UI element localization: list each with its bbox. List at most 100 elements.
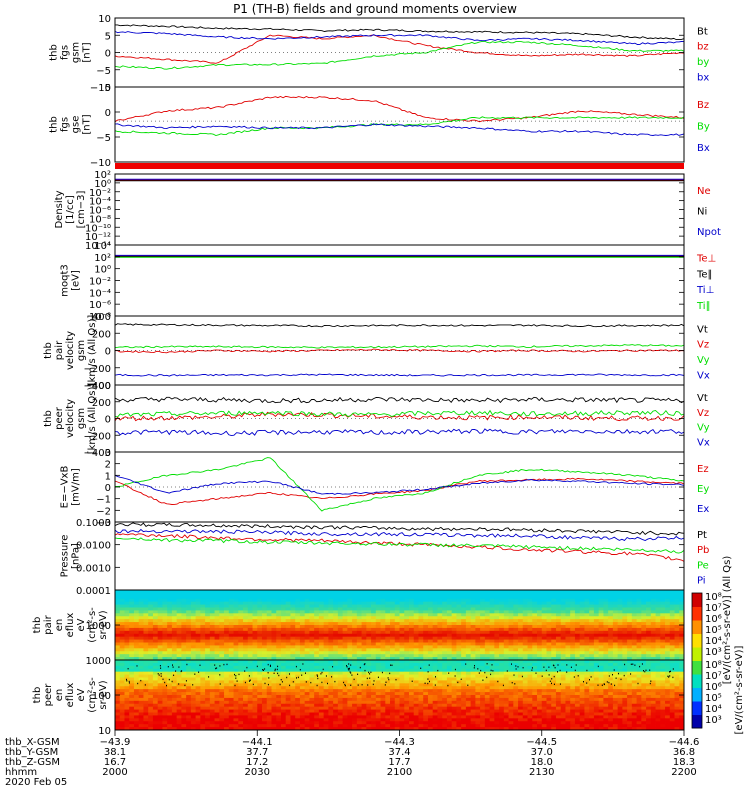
heatmap-noise-dot [369, 677, 371, 679]
heatmap-noise-dot [194, 673, 196, 675]
series-ion_velocity-Vz [114, 348, 685, 354]
series-pressure-Pb [114, 533, 685, 562]
heatmap-noise-dot [522, 667, 524, 669]
heatmap-noise-dot [359, 666, 361, 669]
ytick-temperature: 10² [94, 253, 111, 264]
heatmap-noise-dot [292, 681, 294, 683]
heatmap-noise-dot [160, 673, 162, 675]
heatmap-noise-dot [551, 682, 552, 685]
heatmap-noise-dot [353, 678, 355, 681]
legend-density-Ne: Ne [697, 186, 711, 197]
heatmap-noise-dot [639, 665, 641, 668]
ylabel-line: velocity [65, 331, 76, 370]
heatmap-noise-dot [484, 671, 486, 674]
legend-pressure-Pt: Pt [697, 530, 707, 541]
heatmap-noise-dot [497, 680, 499, 683]
legend-density-Npot: Npot [697, 227, 721, 238]
colorbar-tick-electron: 10⁵ [705, 693, 722, 704]
legend-efield-Ex: Ex [697, 504, 709, 515]
series-electron_velocity-Vx [114, 428, 685, 437]
heatmap-noise-dot [289, 684, 291, 687]
heatmap-noise-dot [320, 673, 322, 675]
heatmap-noise-dot [289, 673, 290, 675]
heatmap-noise-dot [391, 664, 393, 666]
ylabel-pressure: Pressure [nPa] [60, 535, 82, 578]
heatmap-noise-dot [347, 668, 349, 670]
colorbar-tick-ion: 10⁷ [705, 603, 722, 614]
colorbar-segment [692, 687, 702, 702]
heatmap-noise-dot [223, 663, 225, 666]
heatmap-noise-dot [478, 672, 480, 674]
ytick-density: 10² [94, 170, 111, 181]
heatmap-noise-dot [167, 666, 169, 668]
heatmap-noise-dot [321, 681, 323, 684]
heatmap-noise-dot [630, 663, 632, 665]
ylabel-line: peer [54, 406, 65, 430]
ytick-ion_velocity: 0 [105, 347, 111, 358]
heatmap-noise-dot [486, 663, 488, 665]
heatmap-noise-dot [670, 670, 671, 673]
heatmap-noise-dot [281, 681, 283, 683]
ylabel-line: gse [71, 116, 82, 134]
ytick-density: 10⁻¹⁴ [85, 241, 111, 252]
heatmap-noise-dot [301, 674, 303, 676]
ylabel-line: (cm²-s- [87, 607, 98, 643]
ytick-electron_spectrum: 100 [92, 691, 111, 702]
legend-ion_velocity-Vx: Vx [697, 370, 710, 381]
heatmap-noise-dot [521, 675, 523, 678]
ytick-ion_velocity: −400 [84, 381, 111, 392]
ylabel-line: thb [49, 116, 60, 133]
heatmap-noise-dot [349, 671, 351, 673]
heatmap-noise-dot [140, 679, 142, 682]
heatmap-noise-dot [420, 667, 422, 669]
legend-pressure-Pb: Pb [697, 545, 709, 556]
heatmap-noise-dot [276, 668, 278, 671]
heatmap-noise-dot [502, 684, 504, 687]
heatmap-noise-dot [164, 681, 166, 684]
series-electron_velocity-Vz [114, 411, 685, 422]
series-ion_velocity-Vy [114, 344, 685, 349]
heatmap-noise-dot [296, 677, 297, 679]
ylabel-line: fgs [60, 45, 71, 60]
heatmap-noise-dot [559, 683, 561, 685]
heatmap-noise-dot [597, 684, 599, 686]
xtick-label: −44.1 [242, 737, 273, 748]
series-fgs_gse-Bz [114, 95, 685, 123]
xtick-label: 18.0 [531, 757, 553, 768]
heatmap-noise-dot [669, 675, 671, 677]
series-fgs_gsm-bz [114, 34, 685, 64]
heatmap-noise-dot [551, 678, 553, 680]
heatmap-noise-dot [264, 682, 266, 685]
colorbar-segment [692, 633, 702, 648]
ytick-density: 10⁻⁴ [89, 197, 111, 208]
heatmap-noise-dot [514, 683, 516, 685]
ylabel-fgs_gse: thb fgs gse [nT] [49, 114, 93, 134]
ylabel-line: eflux [65, 613, 76, 638]
heatmap-noise-dot [460, 678, 462, 680]
heatmap-noise-dot [192, 684, 194, 686]
ylabel-electron_velocity: thb peer velocity gsm [km/s (All Qs)] [43, 383, 98, 455]
heatmap-noise-dot [385, 681, 387, 683]
heatmap-noise-dot [370, 671, 372, 673]
ylabel-line: (cm²-s- [87, 677, 98, 713]
heatmap-noise-dot [344, 683, 346, 686]
ytick-density: 10⁻¹⁰ [85, 223, 111, 234]
heatmap-noise-dot [136, 665, 138, 667]
heatmap-noise-dot [331, 676, 333, 678]
heatmap-noise-dot [367, 684, 369, 686]
ylabel-electron_spectrum: thb peer en eflux eV (cm²-s-sr-eV) [32, 677, 109, 713]
heatmap-noise-dot [490, 673, 492, 676]
heatmap-noise-dot [608, 675, 610, 677]
ylabel-line: en [54, 689, 65, 702]
xtick-label: 37.7 [246, 747, 268, 758]
heatmap-noise-dot [348, 669, 350, 671]
heatmap-noise-dot [543, 666, 545, 668]
colorbar-segment [692, 620, 702, 634]
heatmap-noise-dot [256, 665, 258, 668]
heatmap-noise-dot [590, 676, 592, 678]
ytick-ion_spectrum: 1000 [86, 621, 111, 632]
heatmap-noise-dot [199, 664, 201, 666]
heatmap-noise-dot [273, 672, 275, 674]
heatmap-noise-dot [511, 682, 513, 684]
colorbar-segment [692, 674, 702, 688]
